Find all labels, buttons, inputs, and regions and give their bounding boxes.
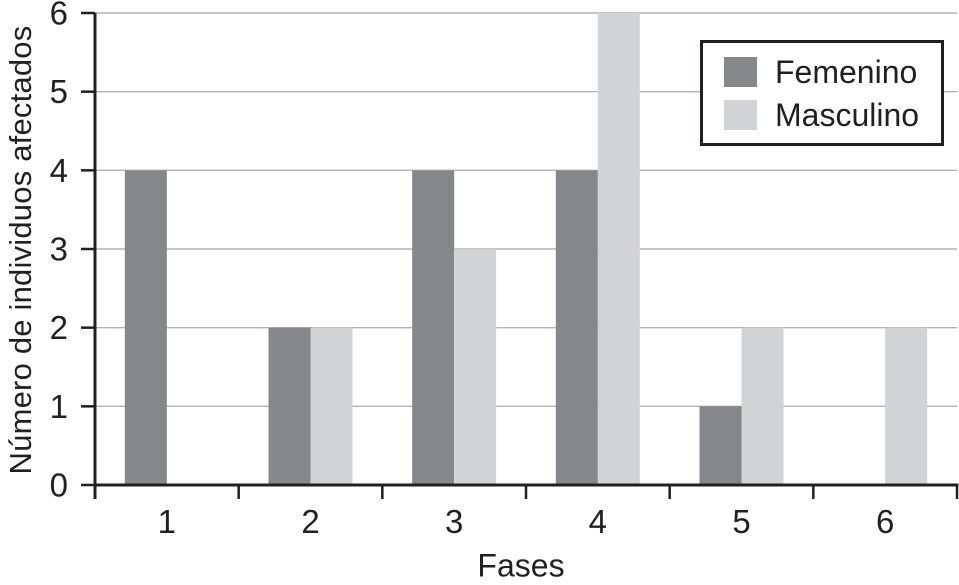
x-tick-label-1: 1: [158, 503, 176, 540]
y-tick-label-5: 5: [50, 73, 68, 110]
legend-swatch-femenino: [724, 56, 757, 87]
bar-femenino-3: [412, 170, 455, 486]
bar-femenino-4: [555, 170, 598, 486]
bar-femenino-2: [268, 327, 311, 485]
x-axis-title: Fases: [477, 547, 565, 584]
x-tick-label-4: 4: [589, 503, 607, 540]
bar-masculino-6: [885, 327, 928, 485]
bar-masculino-3: [454, 249, 497, 485]
x-tick-label-2: 2: [301, 503, 319, 540]
legend-label-masculino: Masculino: [775, 96, 920, 133]
bar-femenino-1: [124, 170, 167, 486]
legend-swatch-masculino: [724, 99, 757, 130]
y-tick-label-4: 4: [50, 152, 68, 189]
x-tick-label-6: 6: [876, 503, 894, 540]
y-tick-label-3: 3: [50, 231, 68, 268]
y-tick-label-6: 6: [50, 0, 68, 32]
legend: Femenino Masculino: [700, 40, 944, 146]
legend-item-femenino: Femenino: [724, 56, 941, 88]
x-tick-label-3: 3: [445, 503, 463, 540]
bar-femenino-5: [699, 406, 742, 485]
bar-masculino-4: [597, 13, 640, 485]
x-tick-label-5: 5: [732, 503, 750, 540]
bar-masculino-2: [310, 327, 353, 485]
y-tick-label-2: 2: [50, 309, 68, 346]
y-axis-title: Número de individuos afectados: [3, 25, 38, 475]
y-tick-label-0: 0: [50, 467, 68, 504]
y-tick-label-1: 1: [50, 388, 68, 425]
legend-item-masculino: Masculino: [724, 99, 941, 131]
bar-masculino-5: [741, 327, 784, 485]
legend-label-femenino: Femenino: [775, 53, 918, 90]
